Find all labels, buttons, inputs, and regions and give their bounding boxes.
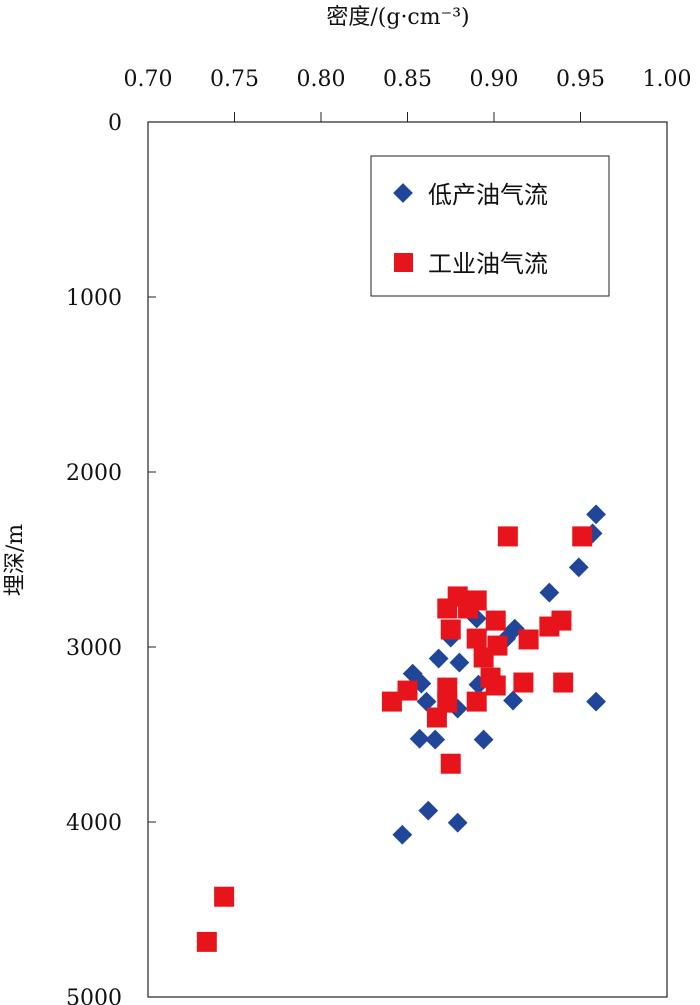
data-point-industrial [553,672,574,693]
x-tick-label: 0.75 [210,67,259,92]
data-point-industrial [466,628,487,649]
x-tick-label: 0.90 [470,67,519,92]
data-point-industrial [440,619,461,640]
data-point-industrial [518,629,539,650]
data-point-industrial [473,647,494,668]
data-point-industrial [572,526,593,547]
x-tick-label: 0.95 [556,67,605,92]
y-tick-label: 5000 [66,986,122,1005]
data-point-low-yield [568,557,589,578]
y-tick-label: 1000 [66,286,122,311]
y-axis-label: 埋深/m [3,524,28,596]
data-point-industrial [214,886,235,907]
x-tick-label: 1.00 [643,67,692,92]
data-point-industrial [485,675,506,696]
data-point-low-yield [447,812,468,833]
data-point-industrial [426,707,447,728]
data-point-low-yield [409,728,430,749]
data-point-industrial [485,610,506,631]
legend-marker-diamond [393,183,413,203]
x-tick-label: 0.70 [124,67,173,92]
data-point-low-yield [418,800,439,821]
data-point-low-yield [473,729,494,750]
data-point-industrial [497,526,518,547]
data-point-low-yield [539,582,560,603]
x-axis-label: 密度/(g·cm⁻³) [326,5,469,30]
data-point-low-yield [449,652,470,673]
legend-marker-square [394,253,413,272]
data-point-industrial [466,691,487,712]
x-tick-label: 0.85 [383,67,432,92]
data-point-low-yield [416,691,437,712]
data-point-industrial [551,610,572,631]
y-tick-label: 2000 [66,461,122,486]
data-point-industrial [196,931,217,952]
data-point-low-yield [428,648,449,669]
data-point-low-yield [586,504,606,525]
data-point-industrial [381,691,402,712]
legend-box [370,155,610,297]
legend-label-low: 低产油气流 [428,181,548,209]
data-point-industrial [397,680,418,701]
x-tick-label: 0.80 [297,67,346,92]
data-point-industrial [437,598,458,619]
data-point-low-yield [392,824,413,845]
data-point-industrial [437,677,458,698]
y-tick-label: 4000 [66,811,122,836]
data-point-industrial [458,598,479,619]
data-point-low-yield [503,690,523,711]
legend: 低产油气流 工业油气流 [370,155,610,297]
data-point-industrial [440,753,461,774]
data-point-low-yield [425,729,446,750]
y-tick-label: 3000 [66,636,122,661]
data-point-industrial [513,672,534,693]
data-point-low-yield [586,691,606,712]
legend-label-industrial: 工业油气流 [428,250,548,278]
y-tick-label: 0 [108,111,122,136]
